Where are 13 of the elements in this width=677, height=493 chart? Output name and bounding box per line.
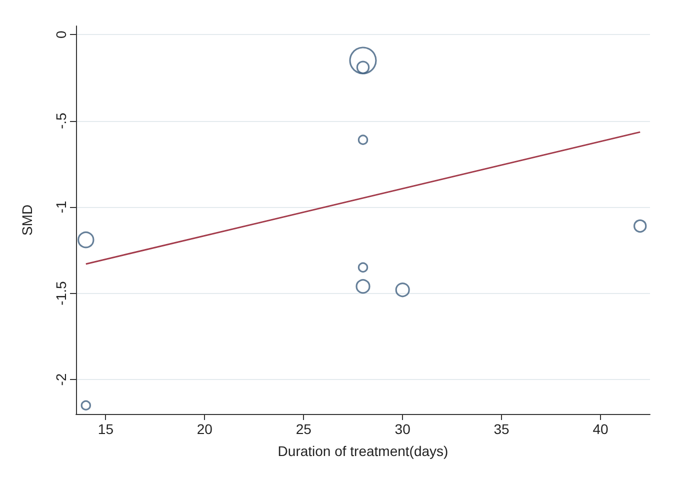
x-axis-title: Duration of treatment(days): [278, 443, 448, 459]
x-tick-label: 35: [494, 421, 510, 437]
x-tick-label: 30: [394, 421, 411, 437]
x-tick-label: 40: [592, 421, 609, 437]
y-tick-label: -2: [53, 373, 69, 386]
y-axis-title: SMD: [19, 204, 35, 236]
y-tick-label: -.5: [53, 112, 69, 130]
x-tick-label: 15: [98, 421, 114, 437]
y-tick-label: 0: [53, 30, 69, 39]
x-tick-label: 25: [296, 421, 312, 437]
y-tick-label: -1: [53, 200, 69, 214]
x-tick-label: 20: [196, 421, 213, 437]
y-tick-label: -1.5: [53, 281, 69, 306]
